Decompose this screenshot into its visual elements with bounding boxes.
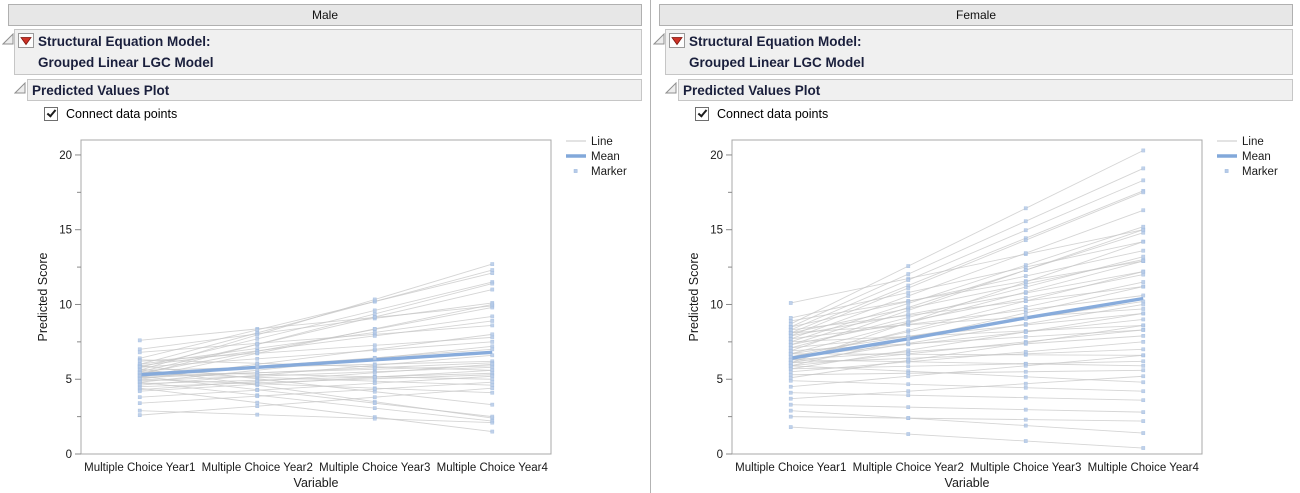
svg-text:20: 20 xyxy=(59,150,72,162)
svg-text:Predicted Score: Predicted Score xyxy=(36,252,50,341)
svg-text:Mean: Mean xyxy=(1242,151,1271,163)
svg-text:Multiple Choice Year4: Multiple Choice Year4 xyxy=(1088,462,1200,474)
disclosure-triangle-icon[interactable] xyxy=(653,33,665,45)
svg-text:20: 20 xyxy=(710,150,723,162)
disclosure-triangle-icon[interactable] xyxy=(2,33,14,45)
svg-text:Multiple Choice Year3: Multiple Choice Year3 xyxy=(970,462,1081,474)
svg-text:Variable: Variable xyxy=(945,476,990,490)
panel-male: Male Structural Equation Model: Grouped … xyxy=(0,4,650,493)
disclosure-triangle-icon[interactable] xyxy=(665,82,677,94)
svg-text:Multiple Choice Year3: Multiple Choice Year3 xyxy=(319,462,430,474)
connect-data-points-label: Connect data points xyxy=(66,107,178,121)
outline-title-line1: Structural Equation Model: xyxy=(689,34,862,49)
svg-text:Marker: Marker xyxy=(1242,166,1278,178)
red-triangle-icon xyxy=(671,36,683,45)
section-title: Predicted Values Plot xyxy=(683,83,821,98)
connect-data-points-row: Connect data points xyxy=(695,107,828,121)
outline-header-predicted-values-plot[interactable]: Predicted Values Plot xyxy=(27,79,642,101)
disclosure-triangle-icon[interactable] xyxy=(14,82,26,94)
svg-text:Multiple Choice Year1: Multiple Choice Year1 xyxy=(84,462,195,474)
svg-text:10: 10 xyxy=(59,299,72,311)
svg-text:Marker: Marker xyxy=(591,166,627,178)
outline-title: Structural Equation Model: Grouped Linea… xyxy=(689,31,865,73)
svg-text:10: 10 xyxy=(710,299,723,311)
svg-text:Multiple Choice Year1: Multiple Choice Year1 xyxy=(735,462,846,474)
predicted-values-plot-chart[interactable]: 0 5 10 15 20 Multiple Choice Year1 Multiple Ch… xyxy=(651,131,1300,493)
group-header-female: Female xyxy=(659,4,1293,26)
checkmark-icon xyxy=(46,107,57,118)
svg-text:Multiple Choice Year2: Multiple Choice Year2 xyxy=(202,462,313,474)
outline-header-sem[interactable] xyxy=(665,29,1293,75)
group-header-label: Male xyxy=(311,8,338,22)
connect-data-points-checkbox[interactable] xyxy=(44,107,58,121)
svg-text:15: 15 xyxy=(710,225,723,237)
svg-text:0: 0 xyxy=(717,449,723,461)
section-title: Predicted Values Plot xyxy=(32,83,170,98)
svg-text:Line: Line xyxy=(1242,136,1264,148)
svg-text:Predicted Score: Predicted Score xyxy=(687,252,701,341)
svg-text:5: 5 xyxy=(717,374,723,386)
connect-data-points-checkbox[interactable] xyxy=(695,107,709,121)
outline-title-line2: Grouped Linear LGC Model xyxy=(689,55,865,70)
panel-female: Female Structural Equation Model: Groupe… xyxy=(650,0,1300,493)
svg-text:Multiple Choice Year4: Multiple Choice Year4 xyxy=(437,462,549,474)
svg-text:Multiple Choice Year2: Multiple Choice Year2 xyxy=(853,462,964,474)
red-triangle-icon xyxy=(20,36,32,45)
red-triangle-menu-button[interactable] xyxy=(669,33,685,48)
connect-data-points-row: Connect data points xyxy=(44,107,177,121)
outline-title-line2: Grouped Linear LGC Model xyxy=(38,55,214,70)
predicted-values-plot-chart[interactable]: 0 5 10 15 20 Multiple Choice Year1 Multiple Ch… xyxy=(0,131,650,493)
red-triangle-menu-button[interactable] xyxy=(18,33,34,48)
group-header-male: Male xyxy=(8,4,642,26)
checkmark-icon xyxy=(697,107,708,118)
svg-text:Line: Line xyxy=(591,136,613,148)
outline-title-line1: Structural Equation Model: xyxy=(38,34,211,49)
svg-text:5: 5 xyxy=(66,374,72,386)
outline-header-sem[interactable] xyxy=(14,29,642,75)
svg-text:Mean: Mean xyxy=(591,151,620,163)
outline-header-predicted-values-plot[interactable]: Predicted Values Plot xyxy=(678,79,1293,101)
svg-text:0: 0 xyxy=(66,449,72,461)
outline-title: Structural Equation Model: Grouped Linea… xyxy=(38,31,214,73)
svg-text:Variable: Variable xyxy=(294,476,339,490)
group-header-label: Female xyxy=(955,8,996,22)
svg-text:15: 15 xyxy=(59,225,72,237)
connect-data-points-label: Connect data points xyxy=(717,107,829,121)
